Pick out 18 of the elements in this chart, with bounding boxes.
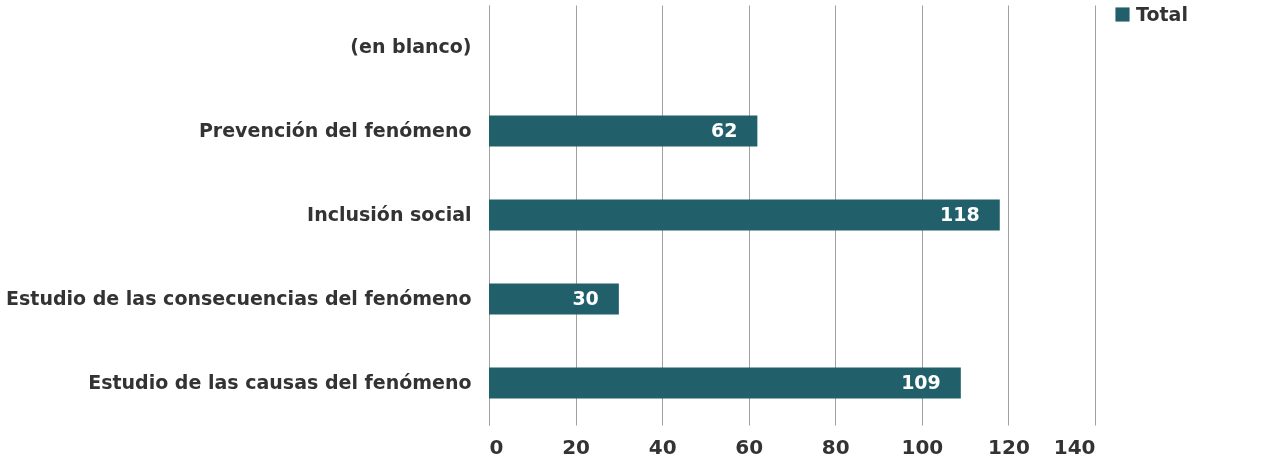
y-tick-label: Prevención del fenómeno (198, 119, 472, 141)
data-label: 109 (901, 371, 941, 393)
x-tick-label: 0 (489, 434, 504, 459)
x-tick-label: 100 (901, 434, 944, 459)
x-tick-label: 60 (735, 434, 764, 459)
x-tick-label: 80 (821, 434, 850, 459)
y-tick-label: (en blanco) (350, 35, 472, 57)
x-tick-label: 120 (988, 434, 1030, 459)
x-tick-label: 40 (648, 434, 677, 459)
y-tick-label: Estudio de las causas del fenómeno (88, 371, 472, 393)
y-tick-label: Estudio de las consecuencias del fenómeno (6, 287, 472, 309)
y-tick-label: Inclusión social (307, 203, 472, 225)
data-label: 30 (572, 287, 599, 309)
legend-label: Total (1136, 2, 1188, 25)
data-label: 62 (710, 119, 738, 141)
x-tick-label: 140 (1053, 434, 1096, 459)
x-tick-label: 20 (562, 434, 590, 459)
data-label: 118 (940, 203, 980, 225)
